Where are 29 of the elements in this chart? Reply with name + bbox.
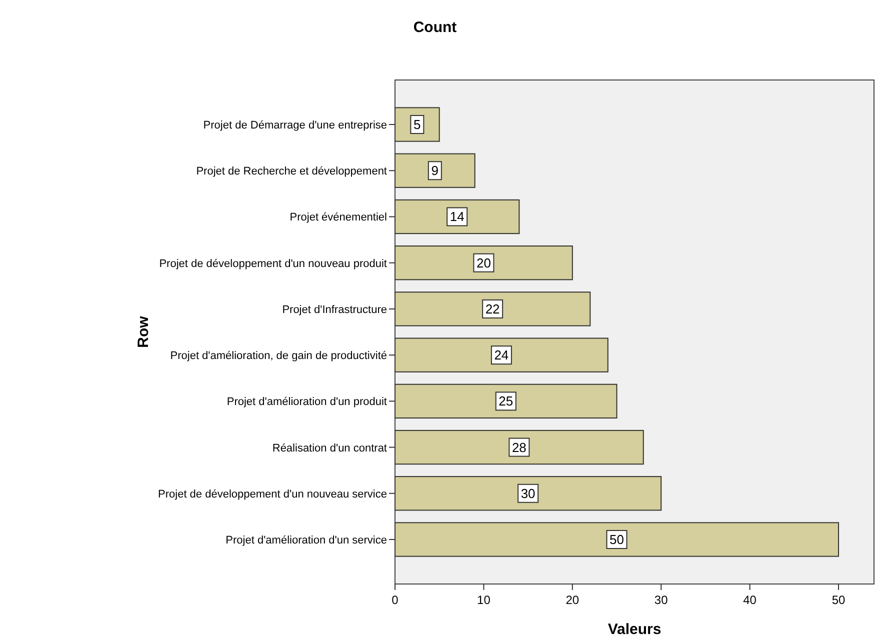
data-label: 24 [494, 348, 509, 363]
data-label: 20 [476, 255, 491, 270]
data-label: 9 [431, 163, 439, 178]
y-tick-label: Projet d'amélioration d'un produit [226, 396, 387, 408]
y-tick-label: Projet d'amélioration d'un service [226, 534, 387, 546]
x-tick-label: 20 [566, 593, 580, 607]
x-tick-label: 40 [743, 593, 757, 607]
data-label: 22 [485, 301, 500, 316]
x-axis-title: Valeurs [608, 621, 662, 638]
chart-title: Count [413, 19, 457, 36]
y-tick-label: Projet de développement d'un nouveau service [158, 488, 387, 500]
x-tick-label: 30 [654, 593, 668, 607]
y-tick-label: Projet événementiel [290, 212, 387, 224]
data-label: 30 [520, 486, 536, 501]
y-tick-label: Projet de Démarrage d'une entreprise [203, 120, 387, 132]
data-label: 25 [498, 394, 514, 409]
y-tick-label: Projet d'Infrastructure [282, 304, 387, 316]
x-tick-label: 50 [832, 593, 846, 607]
data-label: 50 [610, 532, 624, 547]
y-tick-label: Projet de développement d'un nouveau produit [159, 258, 387, 270]
data-label: 28 [512, 440, 526, 455]
data-label: 14 [450, 209, 464, 224]
x-tick-label: 10 [477, 593, 491, 607]
y-tick-label: Projet de Recherche et développement [196, 166, 387, 178]
y-tick-label: Projet d'amélioration, de gain de productivité [170, 350, 387, 362]
y-tick-label: Réalisation d'un contrat [272, 442, 387, 454]
x-tick-label: 0 [392, 593, 399, 607]
y-axis-title: Row [135, 316, 152, 348]
data-label: 5 [414, 117, 421, 132]
